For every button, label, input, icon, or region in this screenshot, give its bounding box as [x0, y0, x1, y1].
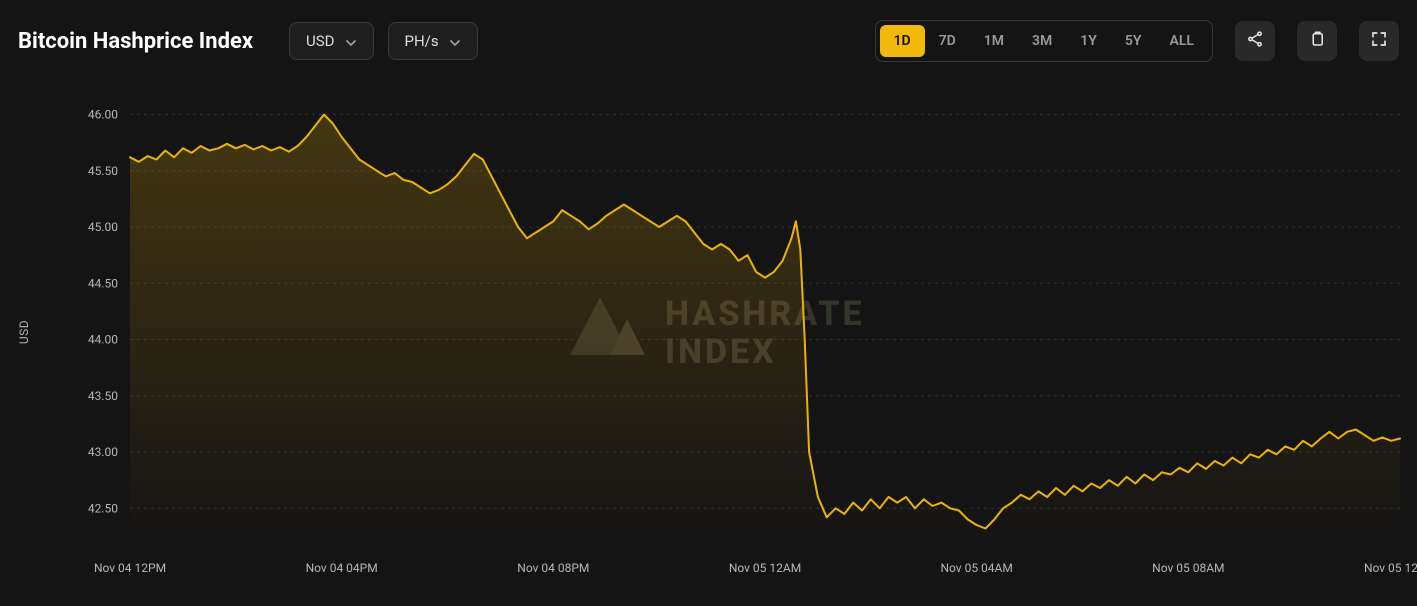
currency-value: USD	[306, 32, 334, 50]
svg-text:Nov 05 12AM: Nov 05 12AM	[729, 561, 801, 575]
range-3m[interactable]: 3M	[1018, 25, 1066, 57]
svg-text:45.50: 45.50	[88, 164, 118, 178]
svg-text:46.00: 46.00	[88, 108, 118, 122]
range-1m[interactable]: 1M	[970, 25, 1018, 57]
svg-text:Nov 05 12PM: Nov 05 12PM	[1364, 561, 1417, 575]
svg-text:43.00: 43.00	[88, 445, 118, 459]
header-bar: Bitcoin Hashprice Index USD PH/s 1D7D1M3…	[0, 0, 1417, 62]
range-1y[interactable]: 1Y	[1066, 25, 1111, 57]
svg-text:44.00: 44.00	[88, 333, 118, 347]
unit-dropdown[interactable]: PH/s	[388, 22, 478, 60]
svg-text:Nov 05 08AM: Nov 05 08AM	[1152, 561, 1224, 575]
copy-button[interactable]	[1297, 21, 1337, 61]
clipboard-icon	[1308, 30, 1326, 52]
share-icon	[1246, 30, 1264, 52]
range-1d[interactable]: 1D	[880, 25, 925, 57]
chevron-down-icon	[345, 35, 357, 47]
svg-text:44.50: 44.50	[88, 276, 118, 290]
svg-text:45.00: 45.00	[88, 220, 118, 234]
fullscreen-icon	[1370, 30, 1388, 52]
chart-container: USD 42.5043.0043.5044.0044.5045.0045.504…	[0, 62, 1417, 602]
fullscreen-button[interactable]	[1359, 21, 1399, 61]
share-button[interactable]	[1235, 21, 1275, 61]
chevron-down-icon	[449, 35, 461, 47]
svg-text:Nov 04 08PM: Nov 04 08PM	[517, 561, 589, 575]
currency-dropdown[interactable]: USD	[289, 22, 373, 60]
svg-text:Nov 04 04PM: Nov 04 04PM	[306, 561, 378, 575]
time-range-selector: 1D7D1M3M1Y5YALL	[875, 20, 1213, 62]
page-title: Bitcoin Hashprice Index	[18, 29, 253, 54]
svg-text:42.50: 42.50	[88, 501, 118, 515]
svg-text:43.50: 43.50	[88, 389, 118, 403]
range-7d[interactable]: 7D	[925, 25, 970, 57]
range-5y[interactable]: 5Y	[1111, 25, 1156, 57]
hashprice-chart[interactable]: 42.50 43.00 43.50 44.00 44.50 45.00 45.50 46.00…	[0, 62, 1417, 602]
unit-value: PH/s	[405, 32, 439, 50]
svg-text:Nov 05 04AM: Nov 05 04AM	[940, 561, 1012, 575]
range-all[interactable]: ALL	[1156, 25, 1208, 57]
svg-text:Nov 04 12PM: Nov 04 12PM	[94, 561, 166, 575]
